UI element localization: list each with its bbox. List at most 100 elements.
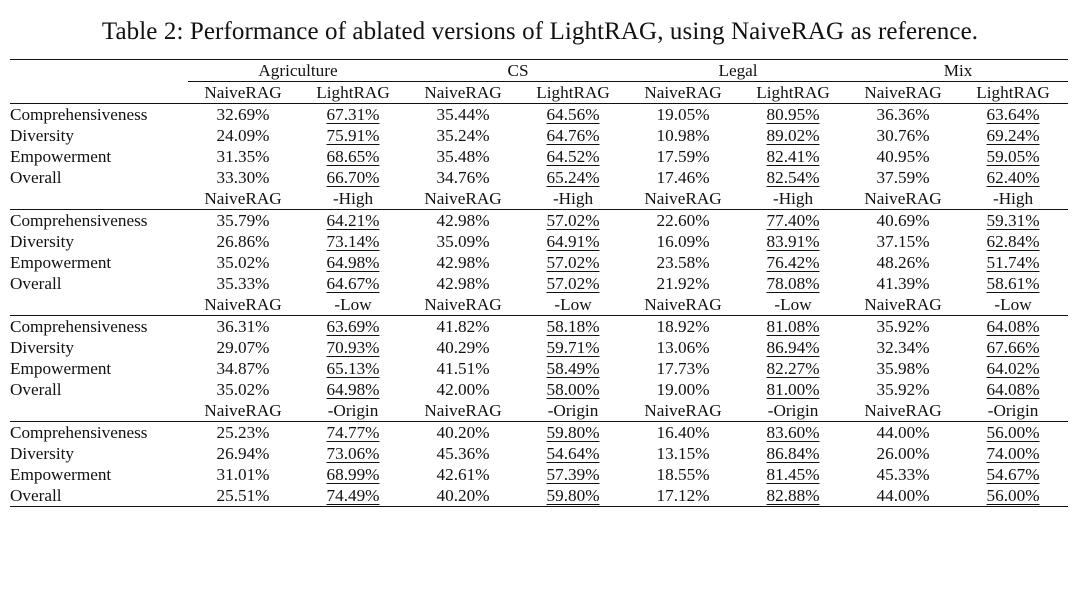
table-row: Empowerment 31.35% 68.65% 35.48% 64.52% 17.59… [10, 146, 1068, 167]
variant-header: -Origin [738, 400, 849, 422]
variant-value: 59.80% [518, 485, 629, 507]
baseline-value: 35.92% [848, 379, 958, 400]
corner-cell [10, 59, 188, 82]
baseline-value: 42.00% [408, 379, 518, 400]
variant-value-text: 82.41% [766, 147, 820, 166]
table-row: Empowerment 35.02% 64.98% 42.98% 57.02% 23.58… [10, 252, 1068, 273]
variant-value-text: 76.42% [766, 253, 820, 272]
baseline-value: 26.86% [188, 231, 298, 252]
variant-value-text: 56.00% [986, 486, 1040, 505]
variant-value-text: 64.08% [986, 380, 1040, 399]
variant-value: 82.27% [738, 358, 848, 379]
variant-value: 59.31% [958, 210, 1068, 232]
baseline-value-text: 48.26% [876, 253, 930, 272]
baseline-value-text: 32.34% [876, 338, 930, 357]
baseline-value: 35.92% [848, 316, 958, 338]
variant-value: 74.77% [298, 422, 408, 444]
baseline-value: 41.51% [408, 358, 518, 379]
variant-value-text: 62.84% [986, 232, 1040, 251]
baseline-value-text: 26.86% [216, 232, 270, 251]
baseline-value: 42.98% [408, 210, 518, 232]
baseline-value-text: 40.69% [876, 211, 930, 230]
variant-value: 81.45% [738, 464, 848, 485]
variant-value: 59.80% [518, 422, 628, 444]
baseline-value-text: 40.95% [876, 147, 930, 166]
domain-header-mix: Mix [848, 59, 1069, 82]
method-header-corner [10, 188, 188, 210]
variant-value-text: 54.64% [546, 444, 600, 463]
variant-value-text: 63.64% [986, 105, 1040, 124]
variant-value-text: 83.91% [766, 232, 820, 251]
variant-value: 57.02% [518, 252, 628, 273]
baseline-value: 35.98% [848, 358, 958, 379]
variant-value-text: 64.98% [326, 380, 380, 399]
variant-value-text: 77.40% [766, 211, 820, 230]
baseline-value: 40.95% [848, 146, 958, 167]
baseline-value-text: 17.73% [656, 359, 710, 378]
variant-value: 58.61% [958, 273, 1068, 294]
variant-value-text: 68.99% [326, 465, 380, 484]
baseline-value-text: 26.94% [216, 444, 270, 463]
baseline-header: NaiveRAG [848, 81, 959, 104]
variant-value-text: 81.08% [766, 317, 820, 336]
baseline-value-text: 41.39% [876, 274, 930, 293]
variant-value: 58.00% [518, 379, 628, 400]
variant-value-text: 58.18% [546, 317, 600, 336]
baseline-value: 18.92% [628, 316, 738, 338]
baseline-value: 32.69% [188, 104, 298, 126]
variant-header: -Low [738, 294, 849, 316]
baseline-value: 40.20% [408, 422, 518, 444]
baseline-header: NaiveRAG [188, 81, 298, 104]
baseline-value: 35.02% [188, 252, 298, 273]
variant-value-text: 57.02% [546, 253, 600, 272]
baseline-value-text: 16.40% [656, 423, 710, 442]
variant-value-text: 78.08% [766, 274, 820, 293]
variant-value-text: 51.74% [986, 253, 1040, 272]
baseline-value-text: 42.61% [436, 465, 490, 484]
baseline-value: 44.00% [848, 485, 959, 507]
baseline-value: 45.33% [848, 464, 958, 485]
baseline-value-text: 16.09% [656, 232, 710, 251]
criterion-label: Comprehensiveness [10, 423, 148, 442]
baseline-header: NaiveRAG [848, 294, 959, 316]
baseline-value-text: 44.00% [876, 423, 930, 442]
variant-value-text: 65.13% [326, 359, 380, 378]
baseline-header: NaiveRAG [628, 188, 739, 210]
table-row: Overall 35.33% 64.67% 42.98% 57.02% 21.92% 78.… [10, 273, 1068, 294]
variant-header: LightRAG [738, 81, 849, 104]
variant-value-text: 58.49% [546, 359, 600, 378]
variant-value: 64.67% [298, 273, 408, 294]
variant-value: 64.98% [298, 379, 408, 400]
variant-value-text: 56.00% [986, 423, 1040, 442]
variant-value: 56.00% [958, 485, 1069, 507]
table-row: Overall 33.30% 66.70% 34.76% 65.24% 17.46% 82.… [10, 167, 1068, 188]
baseline-value-text: 23.58% [656, 253, 710, 272]
variant-header: LightRAG [298, 81, 409, 104]
baseline-value: 22.60% [628, 210, 738, 232]
baseline-value: 13.15% [628, 443, 738, 464]
baseline-value: 19.00% [628, 379, 738, 400]
baseline-value: 16.09% [628, 231, 738, 252]
baseline-value: 42.61% [408, 464, 518, 485]
baseline-value-text: 26.00% [876, 444, 930, 463]
domain-header-cs: CS [408, 59, 629, 82]
baseline-value: 40.29% [408, 337, 518, 358]
criterion-label: Empowerment [10, 147, 112, 166]
baseline-value: 42.98% [408, 252, 518, 273]
baseline-value-text: 37.59% [876, 168, 930, 187]
domain-header-row: Agriculture CS Legal Mix [10, 59, 1069, 82]
method-header-row: NaiveRAG -Low NaiveRAG -Low NaiveRAG -Low Naiv… [10, 294, 1069, 316]
variant-value-text: 66.70% [326, 168, 380, 187]
baseline-value: 32.34% [848, 337, 958, 358]
variant-value-text: 75.91% [326, 126, 380, 145]
variant-value: 57.02% [518, 210, 628, 232]
variant-value: 64.21% [298, 210, 408, 232]
variant-value: 67.66% [958, 337, 1068, 358]
baseline-value: 40.69% [848, 210, 958, 232]
variant-value: 83.60% [738, 422, 848, 444]
baseline-value: 36.36% [848, 104, 958, 126]
baseline-value: 21.92% [628, 273, 738, 294]
variant-value-text: 67.31% [326, 105, 380, 124]
table-row: Diversity 24.09% 75.91% 35.24% 64.76% 10.98% 8… [10, 125, 1068, 146]
variant-value-text: 73.14% [326, 232, 380, 251]
